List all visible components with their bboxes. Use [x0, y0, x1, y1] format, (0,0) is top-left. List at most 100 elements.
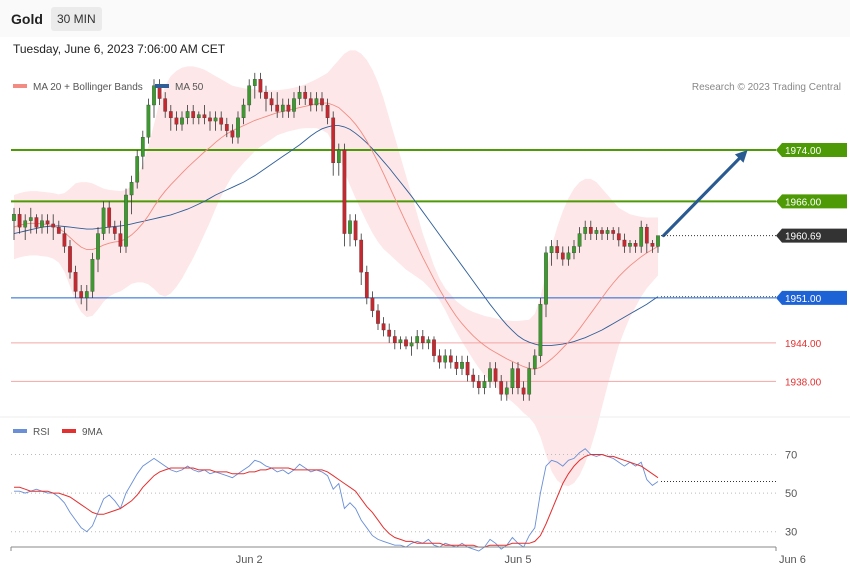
candle-body	[616, 233, 621, 241]
candle-body	[264, 91, 268, 99]
candle-body	[359, 239, 364, 273]
candle-body	[51, 223, 56, 228]
ma50-line	[13, 125, 659, 346]
research-credit: Research © 2023 Trading Central	[692, 82, 841, 93]
candle-body	[376, 310, 380, 324]
candle-body	[628, 243, 632, 247]
price-panel: 1974.00 1966.00 1960.69 1951.00 1944.00 1938.…	[11, 50, 847, 487]
candle-body	[650, 243, 655, 247]
candle-body	[45, 220, 50, 225]
candle-body	[353, 220, 358, 241]
level-label-1938.00: 1938.00	[785, 377, 822, 388]
ma50-legend-swatch	[155, 84, 169, 88]
candle-body	[471, 374, 476, 382]
candle-body	[588, 226, 593, 234]
candle-body	[23, 220, 28, 228]
rsi-legend-swatch	[13, 429, 27, 433]
level-tag-1966.00	[776, 194, 847, 209]
candle-body	[308, 98, 313, 106]
candle-body	[236, 117, 240, 138]
candle-body	[112, 226, 117, 234]
candle-body	[280, 104, 285, 112]
candle-body	[247, 85, 252, 106]
candle-body	[420, 336, 425, 344]
candle-body	[387, 329, 392, 337]
candle-body	[101, 207, 106, 234]
candle-body	[320, 98, 324, 106]
candle-body	[180, 117, 184, 125]
candle-body	[252, 79, 257, 86]
candle-body	[594, 230, 599, 234]
candle-body	[258, 79, 263, 93]
candle-body	[174, 117, 179, 125]
candle-body	[107, 207, 112, 228]
candle-body	[639, 226, 644, 247]
x-tick-label: Jun 2	[236, 554, 263, 566]
x-tick-label: Jun 5	[505, 554, 532, 566]
candle-body	[303, 91, 308, 99]
candle-body	[275, 104, 280, 112]
candle-body	[241, 104, 246, 119]
rsi-panel: RSI 9MA 70 50 30	[11, 427, 797, 552]
candle-body	[163, 98, 168, 112]
candle-body	[96, 233, 100, 260]
candle-body	[135, 156, 140, 183]
candle-body	[364, 271, 369, 299]
candle-body	[196, 114, 201, 119]
level-label-1966.00: 1966.00	[785, 197, 822, 208]
candles	[12, 72, 660, 401]
projection-arrow-line	[661, 156, 741, 238]
candle-body	[633, 243, 638, 247]
candle-body	[644, 226, 649, 244]
rsi-legend-label: RSI	[33, 427, 50, 438]
candle-body	[656, 235, 660, 247]
rsi-grid: 70 50 30	[11, 450, 797, 539]
level-tag-1960.69	[776, 228, 847, 243]
price-legend: MA 20 + Bollinger Bands MA 50 Research ©…	[13, 82, 841, 93]
candle-body	[269, 98, 274, 106]
candle-body	[336, 149, 341, 164]
candle-body	[62, 233, 67, 247]
symbol-title: Gold	[11, 11, 43, 27]
level-tag-1974.00	[776, 143, 847, 157]
candle-body	[392, 336, 397, 344]
candle-body	[443, 355, 448, 363]
candle-body	[482, 381, 487, 389]
timeframe-selector[interactable]: 30 MIN	[51, 7, 102, 31]
candle-body	[213, 117, 218, 122]
ma20-legend-label: MA 20 + Bollinger Bands	[33, 82, 143, 93]
candle-body	[583, 226, 588, 234]
candle-body	[129, 181, 134, 196]
candle-body	[208, 117, 212, 122]
candle-body	[219, 117, 224, 125]
candle-body	[34, 217, 39, 228]
level-label-1960.69: 1960.69	[785, 232, 822, 243]
candle-body	[521, 387, 526, 395]
candle-body	[292, 98, 296, 112]
candle-body	[230, 130, 235, 138]
candle-body	[516, 368, 520, 389]
bollinger-band-area	[14, 50, 658, 487]
candle-body	[168, 111, 173, 119]
candle-body	[314, 98, 319, 106]
candle-body	[415, 336, 420, 344]
candle-body	[404, 339, 408, 347]
candle-body	[140, 136, 145, 157]
candle-body	[577, 233, 582, 247]
candle-body	[605, 230, 610, 234]
candle-body	[124, 194, 128, 247]
candle-body	[118, 233, 123, 247]
candle-body	[555, 246, 560, 254]
candle-body	[79, 291, 84, 299]
rsi-ma-legend-label: 9MA	[82, 427, 103, 438]
level-label-1944.00: 1944.00	[785, 339, 822, 350]
candle-body	[510, 368, 515, 389]
projection-arrow-head	[734, 150, 748, 163]
price-levels	[11, 149, 776, 382]
candle-body	[622, 239, 627, 247]
candle-body	[538, 304, 543, 356]
candle-body	[370, 297, 375, 311]
candle-body	[146, 104, 151, 138]
